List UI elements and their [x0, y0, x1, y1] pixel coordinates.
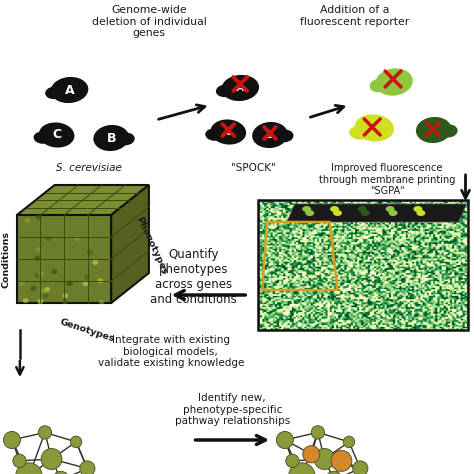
Ellipse shape	[87, 250, 93, 255]
Polygon shape	[17, 185, 149, 215]
Ellipse shape	[210, 119, 246, 145]
Ellipse shape	[3, 431, 20, 448]
Ellipse shape	[34, 255, 40, 261]
Text: A: A	[65, 83, 74, 97]
Polygon shape	[17, 215, 111, 303]
Ellipse shape	[62, 299, 68, 304]
Text: B: B	[266, 130, 274, 140]
Text: Improved fluorescence
through membrane printing
"SGPA": Improved fluorescence through membrane p…	[319, 163, 456, 196]
Ellipse shape	[38, 426, 52, 439]
Ellipse shape	[99, 299, 105, 304]
Ellipse shape	[39, 122, 74, 147]
Text: Addition of a
fluorescent reporter: Addition of a fluorescent reporter	[300, 5, 409, 27]
Ellipse shape	[44, 287, 50, 292]
Ellipse shape	[45, 87, 63, 99]
Ellipse shape	[252, 122, 288, 148]
Ellipse shape	[416, 210, 425, 216]
Bar	[258, 200, 468, 330]
Text: Integrate with existing
biological models,
validate existing knowledge: Integrate with existing biological model…	[98, 335, 244, 368]
Ellipse shape	[289, 463, 315, 474]
Ellipse shape	[19, 281, 25, 286]
Text: Conditions: Conditions	[2, 230, 11, 288]
Ellipse shape	[314, 448, 335, 469]
Ellipse shape	[276, 130, 293, 142]
Ellipse shape	[23, 298, 28, 303]
Ellipse shape	[326, 471, 342, 474]
Text: C: C	[52, 128, 61, 142]
Ellipse shape	[413, 206, 422, 212]
Ellipse shape	[361, 210, 370, 216]
Text: Genotypes: Genotypes	[58, 317, 115, 343]
Ellipse shape	[353, 461, 368, 474]
Ellipse shape	[205, 129, 222, 141]
Ellipse shape	[305, 210, 314, 216]
Ellipse shape	[43, 293, 48, 298]
Text: "SPOCK": "SPOCK"	[231, 163, 275, 173]
Ellipse shape	[286, 454, 299, 467]
Ellipse shape	[53, 471, 70, 474]
Ellipse shape	[35, 273, 40, 278]
Text: Genome-wide
deletion of individual
genes: Genome-wide deletion of individual genes	[91, 5, 206, 38]
Ellipse shape	[35, 247, 41, 252]
Ellipse shape	[333, 210, 342, 216]
Text: S. cerevisiae: S. cerevisiae	[56, 163, 122, 173]
Ellipse shape	[37, 299, 43, 304]
Polygon shape	[287, 204, 466, 222]
Ellipse shape	[386, 206, 394, 212]
Ellipse shape	[34, 132, 51, 144]
Ellipse shape	[71, 436, 82, 447]
Ellipse shape	[343, 436, 355, 447]
Ellipse shape	[440, 125, 457, 137]
Ellipse shape	[358, 206, 367, 212]
Ellipse shape	[302, 206, 311, 212]
Ellipse shape	[370, 79, 388, 92]
Ellipse shape	[276, 431, 293, 448]
Ellipse shape	[16, 463, 42, 474]
Ellipse shape	[416, 117, 452, 143]
Text: B: B	[107, 131, 116, 145]
Ellipse shape	[51, 77, 88, 103]
Ellipse shape	[82, 281, 89, 286]
Ellipse shape	[375, 68, 413, 96]
Ellipse shape	[311, 426, 325, 439]
Ellipse shape	[36, 215, 42, 219]
Ellipse shape	[92, 260, 98, 265]
Ellipse shape	[97, 278, 103, 283]
Ellipse shape	[355, 114, 394, 142]
Ellipse shape	[38, 272, 45, 277]
Ellipse shape	[84, 275, 90, 280]
Ellipse shape	[25, 218, 31, 223]
Text: Identify new,
phenotype-specific
pathway relationships: Identify new, phenotype-specific pathway…	[174, 393, 290, 426]
Ellipse shape	[118, 133, 135, 145]
Ellipse shape	[67, 281, 73, 286]
Ellipse shape	[51, 269, 57, 274]
Ellipse shape	[74, 236, 80, 241]
Ellipse shape	[221, 75, 259, 101]
Ellipse shape	[93, 125, 129, 151]
Ellipse shape	[349, 126, 369, 139]
Ellipse shape	[216, 84, 234, 97]
Text: A: A	[236, 83, 245, 93]
Text: C: C	[224, 127, 232, 137]
Ellipse shape	[389, 210, 398, 216]
Text: Phenotypes: Phenotypes	[134, 216, 169, 276]
Ellipse shape	[13, 454, 26, 467]
Ellipse shape	[41, 448, 62, 469]
Polygon shape	[111, 185, 149, 303]
Ellipse shape	[330, 206, 339, 212]
Ellipse shape	[331, 450, 352, 471]
Ellipse shape	[303, 446, 320, 463]
Ellipse shape	[46, 236, 52, 241]
Ellipse shape	[80, 461, 95, 474]
Ellipse shape	[41, 288, 47, 293]
Ellipse shape	[63, 293, 68, 298]
Text: Quantify
phenotypes
across genes
and conditions: Quantify phenotypes across genes and con…	[150, 248, 237, 306]
Ellipse shape	[30, 286, 36, 291]
